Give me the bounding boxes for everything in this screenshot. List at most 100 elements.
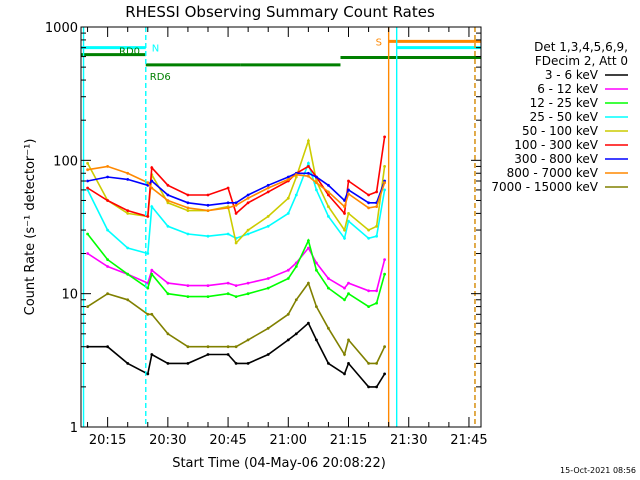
data-point xyxy=(266,224,270,228)
data-point xyxy=(206,353,210,356)
data-point xyxy=(307,161,310,165)
data-point xyxy=(375,190,378,194)
data-point xyxy=(383,372,386,376)
data-point xyxy=(383,165,386,168)
data-point xyxy=(106,228,109,232)
y-tick-label: 100 xyxy=(53,154,78,169)
data-point xyxy=(186,193,190,197)
data-point xyxy=(327,183,330,187)
series-7 xyxy=(86,165,386,213)
data-point xyxy=(315,305,318,308)
data-point xyxy=(315,268,318,272)
data-point xyxy=(126,178,130,181)
data-point xyxy=(383,272,386,276)
vertical-markers-layer xyxy=(82,27,476,427)
data-point xyxy=(234,362,238,365)
data-point xyxy=(347,338,350,342)
data-point xyxy=(286,268,290,272)
data-point xyxy=(315,261,318,265)
legend-entry-label: 12 - 25 keV xyxy=(530,96,599,110)
data-point xyxy=(367,289,370,293)
data-point xyxy=(266,186,270,190)
data-point xyxy=(375,234,378,238)
data-point xyxy=(186,362,190,365)
data-point xyxy=(186,345,190,349)
data-point xyxy=(343,353,346,356)
data-point xyxy=(286,212,290,215)
data-point xyxy=(150,179,154,183)
data-point xyxy=(383,135,386,139)
series-8 xyxy=(86,281,386,365)
data-point xyxy=(294,332,298,336)
series-line xyxy=(86,160,386,255)
legend-entry-label: 25 - 50 keV xyxy=(530,110,599,124)
data-point xyxy=(166,332,170,336)
data-point xyxy=(146,181,150,185)
legend-entry-label: 800 - 7000 keV xyxy=(507,166,599,180)
data-point xyxy=(226,186,230,190)
data-point xyxy=(307,321,310,325)
data-point xyxy=(315,175,318,179)
data-point xyxy=(126,209,130,213)
data-point xyxy=(375,301,378,305)
data-point xyxy=(206,193,210,197)
axes-layer: 1 10 100 1000 20:15 20:30 20:45 21:00 21:15 21:30… xyxy=(45,21,488,448)
data-point xyxy=(343,372,346,376)
state-bars-layer: N S RD0 RD6 xyxy=(81,37,481,83)
data-point xyxy=(383,258,386,261)
data-point xyxy=(343,199,346,202)
data-point xyxy=(146,372,150,376)
data-point xyxy=(86,232,89,236)
data-point xyxy=(286,277,290,280)
data-point xyxy=(347,281,350,285)
x-axis-label: Start Time (04-May-06 20:08:22) xyxy=(172,456,386,471)
data-point xyxy=(186,209,190,213)
data-point xyxy=(126,272,130,276)
data-point xyxy=(246,193,250,197)
data-point xyxy=(86,179,89,183)
data-point xyxy=(327,277,330,280)
data-point xyxy=(166,292,170,296)
data-point xyxy=(106,175,109,179)
data-point xyxy=(206,295,210,298)
data-point xyxy=(166,224,170,228)
y-tick-label: 1 xyxy=(70,421,78,436)
data-point xyxy=(234,241,238,245)
plot-frame xyxy=(80,26,482,428)
series-line xyxy=(87,281,386,365)
data-point xyxy=(375,385,378,389)
legend-header: Det 1,3,4,5,6,9, xyxy=(534,40,628,54)
series-line xyxy=(86,233,386,308)
data-point xyxy=(246,228,250,232)
data-point xyxy=(106,345,109,349)
data-point xyxy=(383,181,386,185)
series-3 xyxy=(86,160,386,255)
x-tick-label: 21:30 xyxy=(390,433,427,448)
series-line xyxy=(87,246,386,292)
data-point xyxy=(226,201,230,205)
data-point xyxy=(294,173,298,177)
data-point xyxy=(315,181,318,185)
data-point xyxy=(146,215,150,218)
data-point xyxy=(234,203,238,207)
data-point xyxy=(343,212,346,215)
data-point xyxy=(307,281,310,285)
data-point xyxy=(106,165,109,168)
data-point xyxy=(347,292,350,296)
data-point xyxy=(246,292,250,296)
x-tick-label: 21:00 xyxy=(270,433,307,448)
data-point xyxy=(150,186,154,190)
data-point xyxy=(226,292,230,296)
data-point xyxy=(347,362,350,365)
data-point xyxy=(150,353,154,356)
series-0 xyxy=(86,321,386,389)
data-point xyxy=(126,298,130,302)
x-tick-label: 21:45 xyxy=(450,433,487,448)
data-point xyxy=(186,201,190,205)
legend-entry-label: 7000 - 15000 keV xyxy=(491,180,598,194)
data-point xyxy=(246,232,250,236)
data-point xyxy=(166,362,170,365)
data-point xyxy=(234,201,238,205)
data-point xyxy=(286,338,290,342)
